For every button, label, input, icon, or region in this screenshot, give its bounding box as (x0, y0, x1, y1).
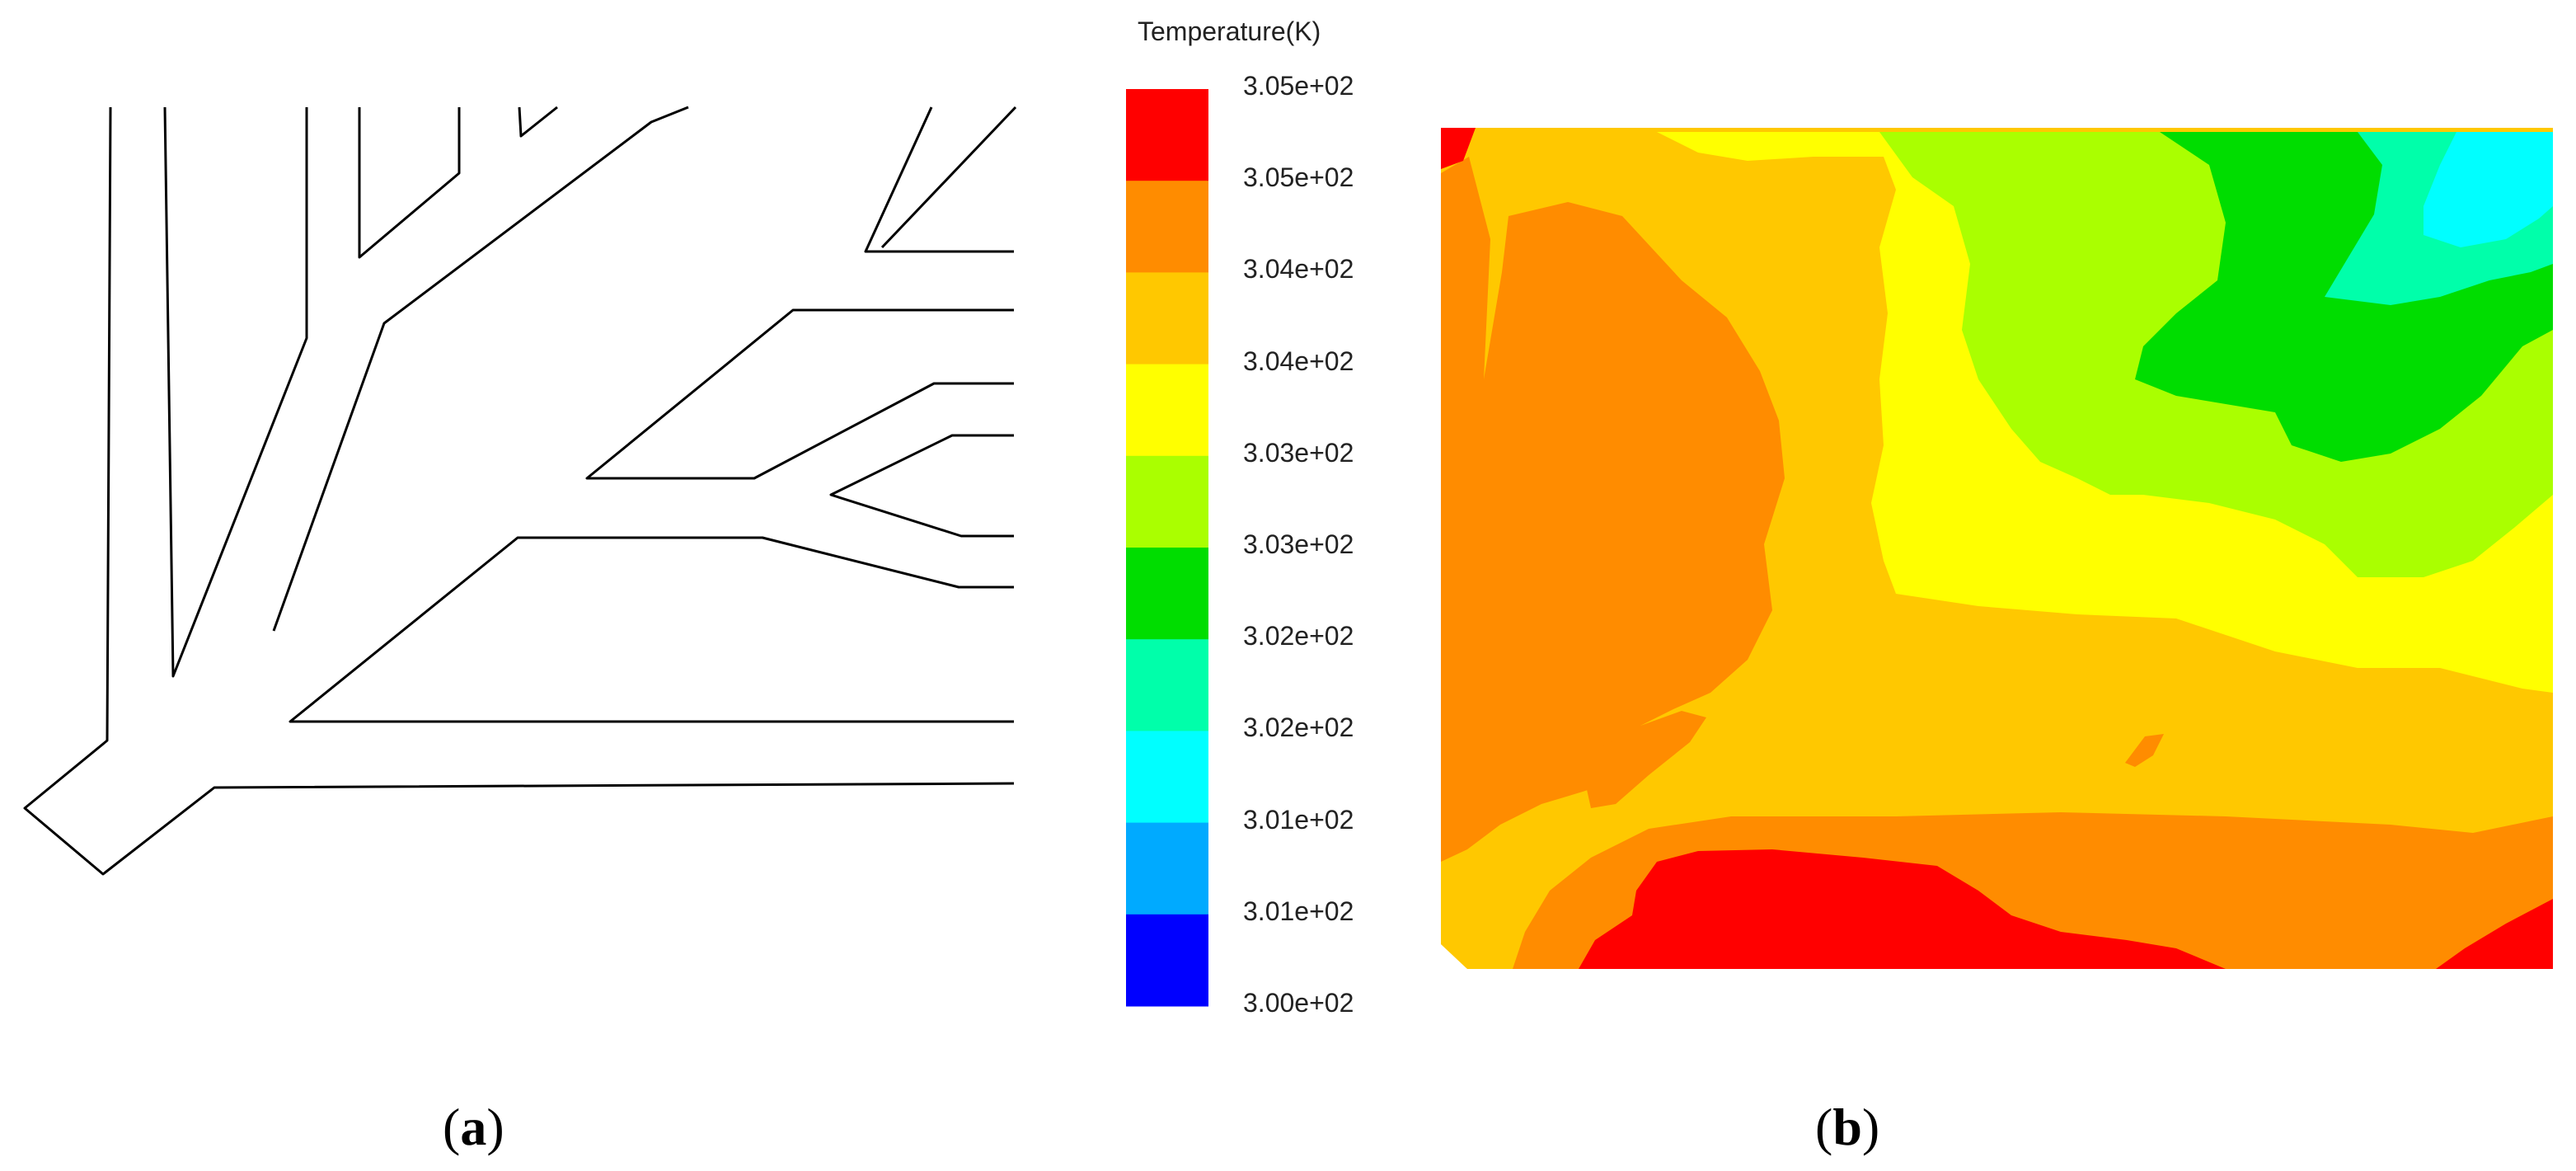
color-bar-tick-label: 3.00e+02 (1243, 988, 1354, 1018)
color-bar-tick-label: 3.04e+02 (1243, 346, 1354, 376)
color-bar-band (1126, 364, 1208, 457)
color-bar-tick-label: 3.03e+02 (1243, 529, 1354, 559)
color-bar-band (1126, 89, 1208, 181)
color-bar-tick-label: 3.01e+02 (1243, 896, 1354, 926)
contour-region-red-bottom (1579, 849, 2226, 969)
color-bar-band (1126, 914, 1208, 1007)
color-bar-band (1126, 639, 1208, 731)
channel-outline-branch-2 (518, 106, 558, 138)
channel-outline-branch-5 (880, 106, 1017, 249)
channel-outline-main (23, 106, 1015, 876)
color-bar-tick-label: 3.04e+02 (1243, 254, 1354, 285)
panel-label-b: (b) (1815, 1098, 1880, 1156)
channel-outline-branch-6 (585, 308, 1014, 480)
channel-outline-branch-1 (358, 107, 461, 259)
channel-outline-trunk-left (163, 106, 308, 678)
color-bar-tick-label: 3.05e+02 (1243, 71, 1354, 101)
legend-title: Temperature(K) (1138, 16, 1321, 46)
color-bar-band (1126, 731, 1208, 824)
channel-outline-branch-8 (289, 536, 1014, 723)
channel-outline-branch-4 (864, 106, 1014, 253)
color-bar-tick-label: 3.05e+02 (1243, 162, 1354, 193)
color-bar-band (1126, 181, 1208, 273)
color-bar-tick-label: 3.03e+02 (1243, 437, 1354, 468)
color-bar-band (1126, 272, 1208, 365)
contour-region-cyan (2424, 132, 2553, 247)
color-bar-band (1126, 455, 1208, 548)
temperature-contour-plot (1441, 128, 2553, 969)
panel-label-a: (a) (443, 1098, 504, 1156)
color-bar-band (1126, 822, 1208, 915)
channel-outline-branch-7 (829, 434, 1014, 538)
color-bar-tick-label: 3.02e+02 (1243, 621, 1354, 651)
color-bar-tick-label: 3.01e+02 (1243, 804, 1354, 835)
color-bar-band (1126, 548, 1208, 640)
temperature-color-bar (1126, 89, 1208, 1007)
contour-region-red-corner-bottom-right (2436, 899, 2553, 969)
contour-region-orange-blob (1583, 711, 1706, 808)
contour-region-orange-spot (2125, 734, 2164, 767)
contour-region-red-corner-top-left (1441, 128, 1476, 169)
channel-network-diagram (23, 106, 1017, 876)
channel-outline-branch-3 (272, 106, 689, 632)
color-bar-tick-label: 3.02e+02 (1243, 712, 1354, 743)
contour-region-orange-left (1441, 157, 1785, 862)
